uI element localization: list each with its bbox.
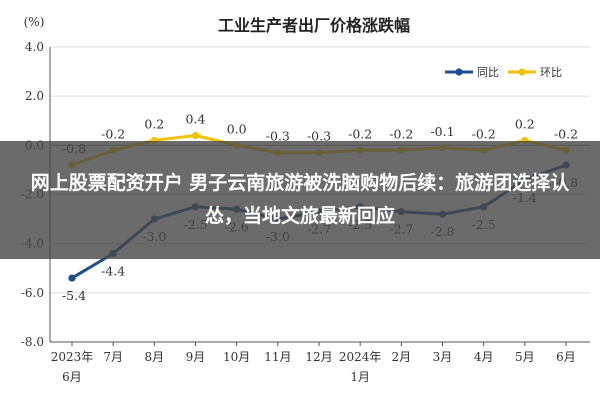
data-label-mom: 0.2: [144, 116, 164, 131]
y-tick-label: 2.0: [25, 89, 44, 103]
y-tick-label: -6.0: [21, 286, 44, 300]
data-label-mom: 0.4: [186, 112, 206, 127]
x-tick-label: 2024年: [339, 350, 382, 364]
x-tick-label: 3月: [433, 350, 453, 364]
data-label-yoy: -5.4: [62, 288, 86, 303]
data-label-mom: -0.2: [554, 126, 578, 141]
y-tick-label: -8.0: [21, 335, 44, 349]
x-tick-label: 5月: [515, 350, 535, 364]
data-label-yoy: -4.4: [101, 264, 125, 279]
x-tick-label: 9月: [186, 350, 206, 364]
legend-label-yoy: 同比: [477, 66, 499, 79]
x-tick-label: 6月: [556, 350, 576, 364]
data-label-mom: -0.1: [430, 124, 454, 139]
data-label-mom: -0.2: [348, 126, 372, 141]
x-tick-label: 2月: [392, 350, 412, 364]
legend-marker-yoy: [455, 68, 463, 76]
x-tick-labels: 2023年 6月 7月 8月 9月 10月 11月 12月 2024年 1月 2月 3月 4月 5月 6月: [51, 350, 576, 384]
data-label-mom: -0.2: [472, 126, 496, 141]
y-axis-unit: (%): [24, 15, 45, 29]
series-point-mom: [191, 131, 200, 140]
x-tick-label: 1月: [350, 370, 370, 384]
x-tick-label: 12月: [305, 350, 332, 364]
data-label-mom: -0.3: [307, 129, 331, 144]
legend: 同比 环比: [445, 66, 562, 79]
legend-marker-mom: [518, 68, 526, 76]
x-tick-label: 7月: [103, 350, 123, 364]
data-label-mom: -0.2: [389, 126, 413, 141]
legend-label-mom: 环比: [540, 66, 562, 79]
x-tick-label: 11月: [264, 350, 291, 364]
x-tick-label: 10月: [223, 350, 250, 364]
x-tick-label: 8月: [145, 350, 165, 364]
data-label-mom: -0.3: [266, 129, 290, 144]
data-label-mom: -0.2: [101, 126, 125, 141]
series-point-yoy: [68, 274, 76, 282]
chart-title: 工业生产者出厂价格涨跌幅: [218, 16, 410, 35]
headline-text: 网上股票配资开户 男子云南旅游被洗脑购物后续：旅游团选择认怂，当地文旅最新回应: [30, 172, 570, 227]
y-tick-label: 4.0: [25, 40, 44, 54]
x-tick-label: 2023年: [51, 350, 94, 364]
data-label-mom: 0.0: [227, 121, 247, 136]
data-label-mom: 0.2: [515, 116, 535, 131]
x-tick-label: 6月: [62, 370, 82, 384]
headline-banner: 网上股票配资开户 男子云南旅游被洗脑购物后续：旅游团选择认怂，当地文旅最新回应: [0, 141, 600, 259]
x-tick-label: 4月: [474, 350, 494, 364]
